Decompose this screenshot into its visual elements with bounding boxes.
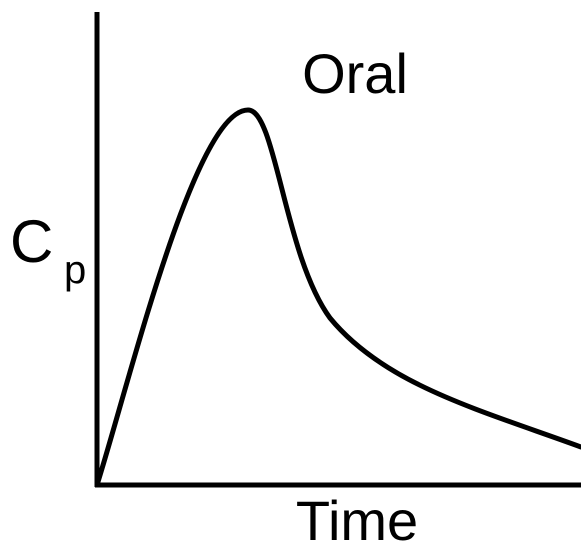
x-label: Time <box>296 489 418 548</box>
y-label: C <box>10 208 53 275</box>
concentration-curve <box>94 107 581 488</box>
y-label-subscript: p <box>64 248 86 292</box>
title: Oral <box>302 42 408 105</box>
